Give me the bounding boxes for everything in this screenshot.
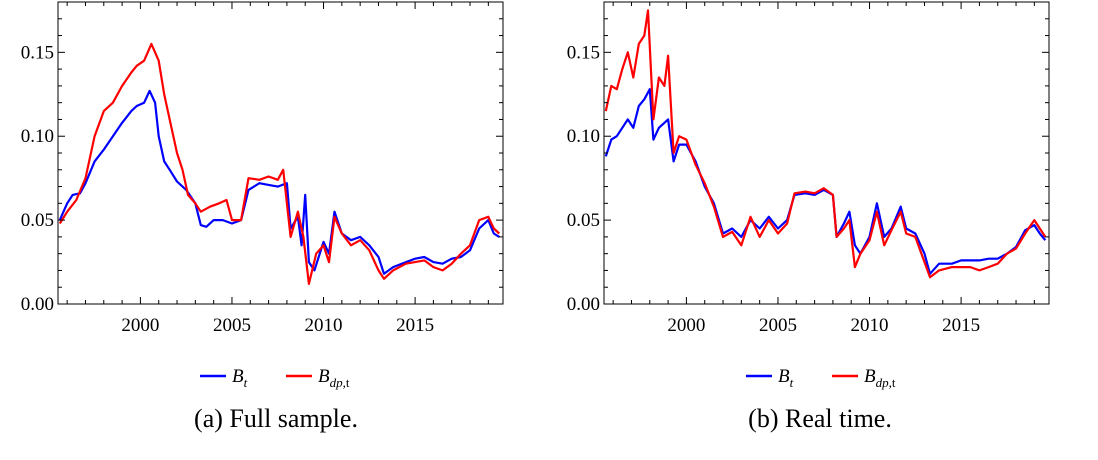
x-tick-label: 2005 (759, 315, 797, 336)
y-tick-label: 0.00 (567, 294, 600, 315)
x-tick-label: 2010 (305, 315, 343, 336)
y-tick-label: 0.00 (21, 294, 54, 315)
legend-label-b-dp-t: Bdp,t (864, 366, 896, 390)
y-tick-label: 0.10 (567, 126, 600, 147)
y-tick-label: 0.15 (21, 42, 54, 63)
chart-panel-real-time: 0.00 0.05 0.10 0.15 2000 2005 2010 2015 Bt Bdp,t (567, 1, 1050, 390)
plot-frame (603, 1, 1050, 305)
legend: Bt Bdp,t (200, 366, 350, 390)
legend-label-b-t: Bt (232, 366, 248, 390)
x-tick-label: 2015 (396, 315, 434, 336)
y-tick-label: 0.05 (567, 210, 600, 231)
series-line-b-t (58, 89, 500, 275)
y-tick-label: 0.05 (21, 210, 54, 231)
chart-panel-full-sample: 0.00 0.05 0.10 0.15 2000 2005 2010 2015 Bt Bdp,t (21, 1, 504, 390)
x-tick-label: 2005 (213, 315, 251, 336)
plot-frame (57, 1, 504, 305)
legend-label-b-t: Bt (778, 366, 794, 390)
series-line-b-dp-t (604, 9, 1047, 279)
x-tick-label: 2010 (851, 315, 889, 336)
caption-full-sample: (a) Full sample. (194, 404, 358, 433)
legend: Bt Bdp,t (746, 366, 896, 390)
y-tick-label: 0.15 (567, 42, 600, 63)
x-tick-label: 2015 (942, 315, 980, 336)
y-tick-label: 0.10 (21, 126, 54, 147)
series-line-b-t (604, 88, 1047, 275)
legend-label-b-dp-t: Bdp,t (318, 366, 350, 390)
x-tick-label: 2000 (121, 315, 159, 336)
caption-real-time: (b) Real time. (748, 404, 892, 433)
x-tick-label: 2000 (667, 315, 705, 336)
series-line-b-dp-t (58, 42, 501, 285)
